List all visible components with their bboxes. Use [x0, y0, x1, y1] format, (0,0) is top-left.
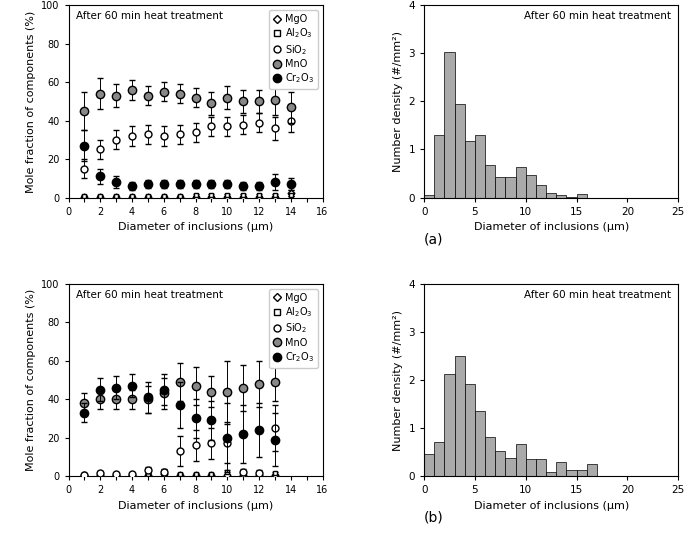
Text: After 60 min heat treatment: After 60 min heat treatment [523, 290, 671, 300]
Bar [455, 356, 464, 476]
Bar [455, 104, 464, 197]
Text: (b): (b) [424, 511, 444, 525]
Bar [516, 167, 525, 197]
Bar [434, 135, 445, 197]
Bar [546, 193, 556, 197]
X-axis label: Diameter of inclusions (μm): Diameter of inclusions (μm) [118, 222, 273, 232]
Bar [464, 384, 475, 476]
Bar [424, 195, 434, 197]
Bar [516, 444, 525, 476]
Bar [577, 194, 586, 197]
Bar [424, 453, 434, 476]
Y-axis label: Number density (#/mm²): Number density (#/mm²) [393, 31, 403, 172]
X-axis label: Diameter of inclusions (μm): Diameter of inclusions (μm) [473, 500, 629, 511]
Bar [506, 177, 516, 197]
Bar [506, 458, 516, 476]
Bar [475, 135, 485, 197]
Bar [586, 464, 597, 476]
Bar [464, 141, 475, 197]
Bar [546, 472, 556, 476]
Bar [445, 52, 455, 197]
Bar [525, 459, 536, 476]
Text: After 60 min heat treatment: After 60 min heat treatment [76, 290, 223, 300]
Bar [445, 374, 455, 476]
Bar [536, 185, 546, 197]
Text: After 60 min heat treatment: After 60 min heat treatment [76, 11, 223, 21]
Bar [566, 470, 577, 476]
Bar [556, 461, 566, 476]
X-axis label: Diameter of inclusions (μm): Diameter of inclusions (μm) [473, 222, 629, 232]
Text: (a): (a) [424, 232, 444, 246]
Bar [434, 441, 445, 476]
Bar [566, 196, 577, 197]
Y-axis label: Mole fraction of components (%): Mole fraction of components (%) [25, 289, 36, 471]
Y-axis label: Number density (#/mm²): Number density (#/mm²) [393, 309, 403, 451]
Bar [556, 195, 566, 197]
Bar [525, 175, 536, 197]
Bar [485, 437, 495, 476]
X-axis label: Diameter of inclusions (μm): Diameter of inclusions (μm) [118, 500, 273, 511]
Bar [485, 165, 495, 197]
Bar [495, 177, 506, 197]
Legend: MgO, Al$_2$O$_3$, SiO$_2$, MnO, Cr$_2$O$_3$: MgO, Al$_2$O$_3$, SiO$_2$, MnO, Cr$_2$O$… [269, 289, 318, 368]
Bar [536, 459, 546, 476]
Bar [577, 470, 586, 476]
Legend: MgO, Al$_2$O$_3$, SiO$_2$, MnO, Cr$_2$O$_3$: MgO, Al$_2$O$_3$, SiO$_2$, MnO, Cr$_2$O$… [269, 10, 318, 89]
Text: After 60 min heat treatment: After 60 min heat treatment [523, 11, 671, 21]
Bar [495, 451, 506, 476]
Y-axis label: Mole fraction of components (%): Mole fraction of components (%) [25, 10, 36, 193]
Bar [475, 411, 485, 476]
